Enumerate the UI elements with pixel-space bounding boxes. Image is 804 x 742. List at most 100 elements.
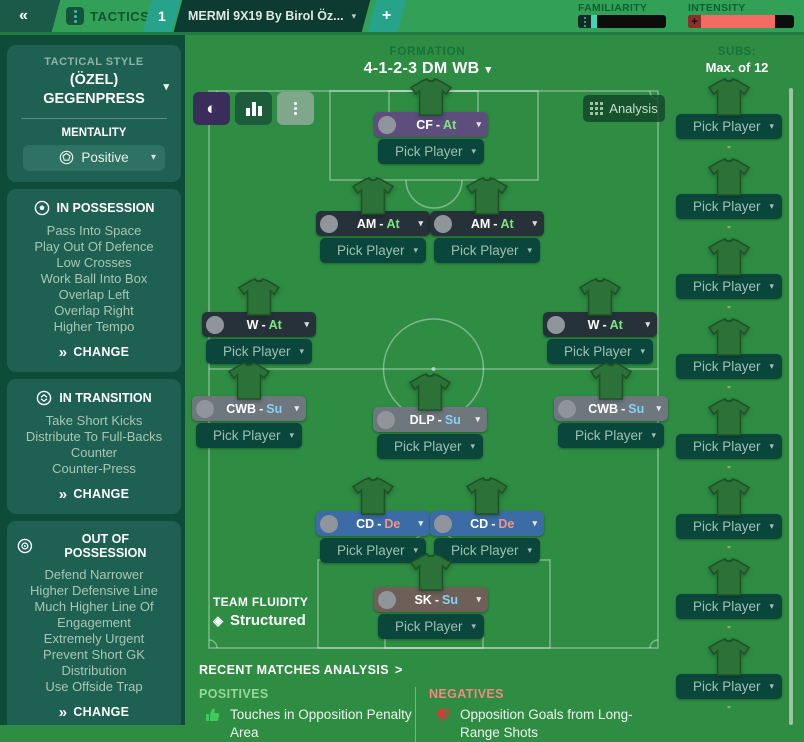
chevron-down-icon: ▾ xyxy=(475,414,480,424)
player-w-right: W - At ▾ Pick Player ▾ xyxy=(543,278,657,364)
pick-player-dropdown[interactable]: Pick Player ▾ xyxy=(676,674,782,699)
role-dropdown-sk[interactable]: SK - Su ▾ xyxy=(374,587,488,612)
pick-player-dropdown[interactable]: Pick Player ▾ xyxy=(434,238,540,263)
chevron-down-icon: ▾ xyxy=(769,201,774,211)
familiarity-label: FAMILIARITY xyxy=(578,2,648,14)
subs-label: SUBS: xyxy=(717,46,757,58)
recent-matches-link[interactable]: RECENT MATCHES ANALYSIS > xyxy=(199,663,403,677)
role-dropdown-am-right[interactable]: AM - At ▾ xyxy=(430,211,544,236)
chevron-down-icon: ▾ xyxy=(418,518,423,528)
player-avatar xyxy=(196,399,214,418)
out-of-possession-title: OUT OF POSSESSION xyxy=(64,531,147,560)
instruction-item: Defend Narrower xyxy=(44,566,144,582)
player-cd-left: CD - De ▾ Pick Player ▾ xyxy=(316,477,430,563)
chevron-down-icon: ▾ xyxy=(769,361,774,371)
empty-player-dash: - xyxy=(727,139,731,153)
role-dropdown-cd-right[interactable]: CD - De ▾ xyxy=(430,511,544,536)
team-fluidity-value: Structured xyxy=(230,612,306,629)
role-dropdown-dlp[interactable]: DLP - Su ▾ xyxy=(373,407,487,432)
intensity-label: INTENSITY xyxy=(688,2,746,14)
negative-item: Opposition Goals from Long-Range Shots xyxy=(429,706,643,742)
mentality-dropdown[interactable]: Positive ▾ xyxy=(23,144,165,171)
role-dropdown-w-right[interactable]: W - At ▾ xyxy=(543,312,657,337)
instruction-item: Use Offside Trap xyxy=(45,678,143,694)
in-transition-title: IN TRANSITION xyxy=(59,390,152,405)
pick-player-dropdown[interactable]: Pick Player ▾ xyxy=(676,194,782,219)
role-dropdown-am-left[interactable]: AM - At ▾ xyxy=(316,211,430,236)
tactical-style-dropdown[interactable]: (ÖZEL) GEGENPRESS ▾ xyxy=(43,72,169,107)
formation-dropdown[interactable]: 4-1-2-3 DM WB ▾ xyxy=(363,60,492,77)
chevron-down-icon: ▾ xyxy=(294,403,299,413)
instruction-item: Work Ball Into Box xyxy=(40,270,148,286)
chevron-down-icon: ▾ xyxy=(769,281,774,291)
pick-player-dropdown[interactable]: Pick Player ▾ xyxy=(377,434,483,459)
pick-player-dropdown[interactable]: Pick Player ▾ xyxy=(434,538,540,563)
chevron-down-icon: ▾ xyxy=(656,403,661,413)
in-possession-change-button[interactable]: » CHANGE xyxy=(58,343,130,361)
pick-player-dropdown[interactable]: Pick Player ▾ xyxy=(378,139,484,164)
in-transition-change-button[interactable]: » CHANGE xyxy=(58,485,130,503)
subs-scrollbar[interactable] xyxy=(789,88,793,725)
player-avatar xyxy=(206,315,224,334)
contrast-icon: ◐ xyxy=(206,98,217,118)
analysis-button[interactable]: Analysis xyxy=(583,95,665,122)
instruction-item: Distribute To Full-Backs xyxy=(25,428,163,444)
pick-player-dropdown[interactable]: Pick Player ▾ xyxy=(676,514,782,539)
pick-player-dropdown[interactable]: Pick Player ▾ xyxy=(558,423,664,448)
pick-player-dropdown[interactable]: Pick Player ▾ xyxy=(676,354,782,379)
shirt-icon xyxy=(464,177,510,215)
role-dropdown-cf[interactable]: CF - At ▾ xyxy=(374,112,488,137)
in-possession-ball-icon xyxy=(34,200,49,215)
tactics-icon xyxy=(66,7,84,25)
player-avatar xyxy=(320,514,338,533)
tactic-view-toggle[interactable] xyxy=(277,92,314,125)
pick-player-dropdown[interactable]: Pick Player ▾ xyxy=(320,538,426,563)
pick-player-dropdown[interactable]: Pick Player ▾ xyxy=(676,594,782,619)
role-dropdown-cwb-left[interactable]: CWB - Su ▾ xyxy=(192,396,306,421)
tactic-name-dropdown[interactable]: MERMİ 9X19 By Birol Öz... ▾ xyxy=(173,0,371,32)
pitch-view-toggles: ◐ xyxy=(193,92,314,125)
shirt-icon xyxy=(577,278,623,316)
thumbs-up-icon xyxy=(206,708,220,721)
chevron-down-icon: ▾ xyxy=(471,146,476,156)
add-tactic-button[interactable]: + xyxy=(367,0,407,32)
stats-view-toggle[interactable] xyxy=(235,92,272,125)
pick-player-dropdown[interactable]: Pick Player ▾ xyxy=(378,614,484,639)
out-of-possession-change-button[interactable]: » CHANGE xyxy=(58,703,130,721)
chevron-down-icon: ▾ xyxy=(769,681,774,691)
role-dropdown-cwb-right[interactable]: CWB - Su ▾ xyxy=(554,396,668,421)
chevron-down-icon: ▾ xyxy=(471,621,476,631)
sub-slot: Pick Player ▾ - xyxy=(672,558,786,638)
diamond-icon: ◈ xyxy=(213,612,223,628)
pick-player-dropdown[interactable]: Pick Player ▾ xyxy=(547,339,653,364)
player-avatar xyxy=(378,115,396,134)
instruction-item: Higher Tempo xyxy=(53,318,135,334)
back-button[interactable]: « xyxy=(0,0,61,32)
shirt-icon xyxy=(706,78,752,116)
instruction-item: Counter-Press xyxy=(52,460,136,476)
empty-player-dash: - xyxy=(727,539,731,553)
pick-player-dropdown[interactable]: Pick Player ▾ xyxy=(676,434,782,459)
role-dropdown-cd-left[interactable]: CD - De ▾ xyxy=(316,511,430,536)
contrast-view-toggle[interactable]: ◐ xyxy=(193,92,230,125)
sub-slot: Pick Player ▾ - xyxy=(672,478,786,558)
divider xyxy=(21,117,167,119)
tactic-name: MERMİ 9X19 By Birol Öz... xyxy=(187,9,344,23)
tactic-sidebar: TACTICAL STYLE (ÖZEL) GEGENPRESS ▾ MENTA… xyxy=(0,35,185,725)
recent-matches-analysis: RECENT MATCHES ANALYSIS > POSITIVES Touch… xyxy=(185,661,670,742)
pick-player-dropdown[interactable]: Pick Player ▾ xyxy=(320,238,426,263)
role-dropdown-w-left[interactable]: W - At ▾ xyxy=(202,312,316,337)
pick-player-dropdown[interactable]: Pick Player ▾ xyxy=(206,339,312,364)
empty-player-dash: - xyxy=(727,619,731,633)
player-avatar xyxy=(377,410,395,429)
chevron-down-icon: ▾ xyxy=(304,319,309,329)
chevron-down-icon: ▾ xyxy=(769,521,774,531)
pick-player-dropdown[interactable]: Pick Player ▾ xyxy=(196,423,302,448)
chevron-down-icon: ▾ xyxy=(769,601,774,611)
shirt-icon xyxy=(706,638,752,676)
chevron-down-icon: ▾ xyxy=(476,119,481,129)
pick-player-dropdown[interactable]: Pick Player ▾ xyxy=(676,274,782,299)
instruction-item: Prevent Short GK Distribution xyxy=(43,646,145,678)
pick-player-dropdown[interactable]: Pick Player ▾ xyxy=(676,114,782,139)
mentality-icon xyxy=(60,150,74,165)
